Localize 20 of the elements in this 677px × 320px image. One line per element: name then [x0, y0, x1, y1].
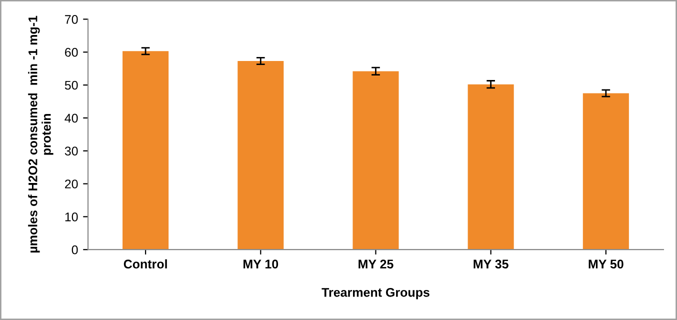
y-tick-label: 30	[64, 146, 78, 156]
bar	[582, 93, 629, 250]
x-axis-title: Trearment Groups	[322, 288, 430, 300]
y-tick-label: 40	[64, 114, 78, 123]
bar	[468, 84, 514, 250]
y-tick-label: 50	[64, 80, 78, 90]
y-tick-label: 60	[65, 48, 78, 57]
bar	[122, 51, 169, 250]
x-tick-label: MY 50	[588, 260, 624, 269]
bar	[238, 61, 284, 250]
y-axis-title: µmoles of H2O2 consumed min -1 mg-1 protein	[28, 16, 54, 252]
x-tick-label: MY 10	[244, 260, 278, 269]
bar	[352, 71, 399, 250]
y-tick-label: 0	[72, 245, 78, 254]
x-tick-label: MY 35	[474, 260, 508, 269]
y-tick-label: 10	[65, 212, 78, 222]
x-tick-label: Control	[124, 259, 167, 269]
x-tick-label: MY 25	[358, 260, 394, 269]
y-tick-label: 70	[65, 15, 78, 24]
y-tick-label: 20	[65, 180, 78, 188]
